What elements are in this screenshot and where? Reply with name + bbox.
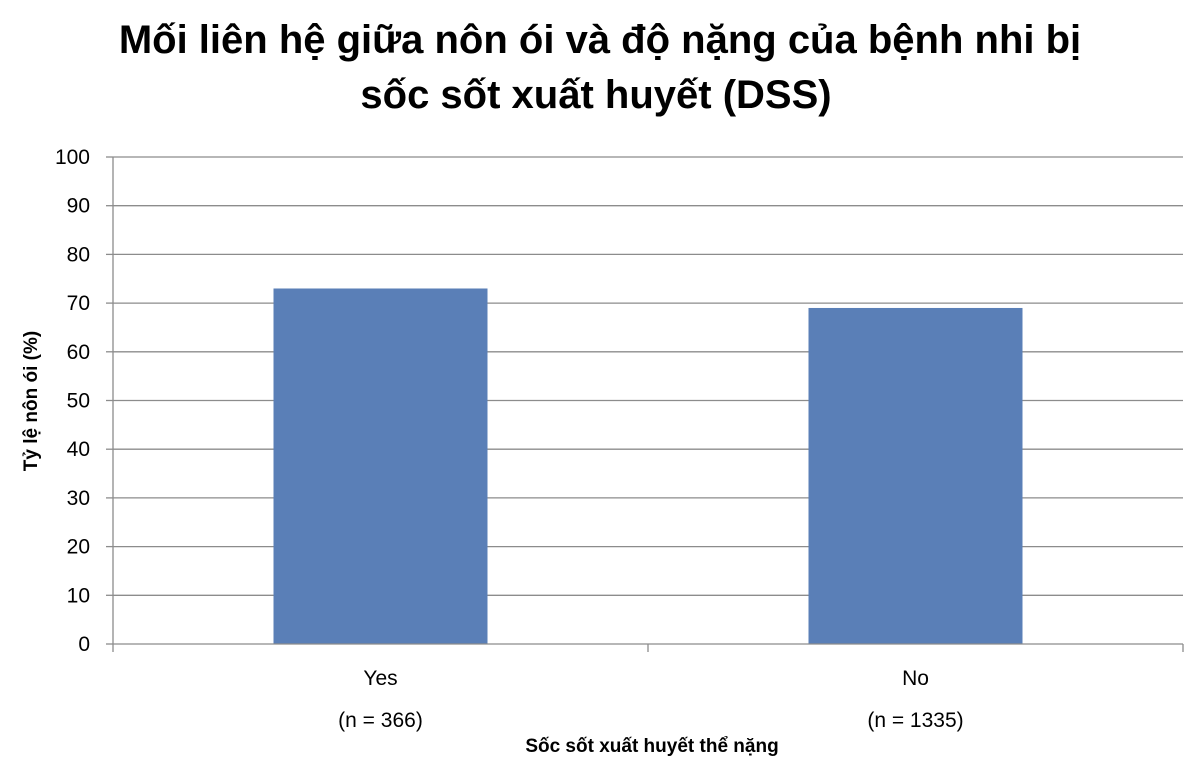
x-axis bbox=[112, 157, 1184, 652]
chart-title: Mối liên hệ giữa nôn ói và độ nặng của b… bbox=[119, 18, 1081, 117]
x-axis-labels: Yes (n = 366) No (n = 1335) bbox=[338, 667, 963, 732]
y-tick-label: 50 bbox=[67, 390, 90, 413]
y-axis-title: Tỷ lệ nôn ói (%) bbox=[21, 331, 42, 471]
chart-title-line-1: Mối liên hệ giữa nôn ói và độ nặng của b… bbox=[119, 18, 1081, 62]
x-category-sublabel: (n = 1335) bbox=[867, 709, 963, 732]
y-tick-label: 60 bbox=[67, 341, 90, 364]
y-tick-label: 10 bbox=[67, 584, 90, 607]
x-category-label: No bbox=[902, 667, 929, 690]
y-tick-label: 40 bbox=[67, 438, 90, 461]
y-tick-label: 30 bbox=[67, 487, 90, 510]
y-tick-label: 70 bbox=[67, 292, 90, 315]
y-tick-label: 0 bbox=[78, 633, 90, 656]
y-tick-label: 90 bbox=[67, 195, 90, 218]
y-axis-ticks: 0 10 20 30 40 50 60 70 80 90 100 bbox=[55, 146, 113, 656]
bar-yes bbox=[273, 288, 488, 644]
x-category-sublabel: (n = 366) bbox=[338, 709, 423, 732]
x-category-label: Yes bbox=[363, 667, 397, 690]
chart-title-line-2: sốc sốt xuất huyết (DSS) bbox=[360, 73, 831, 117]
y-tick-label: 100 bbox=[55, 146, 90, 169]
y-tick-label: 20 bbox=[67, 536, 90, 559]
bars bbox=[273, 288, 1023, 644]
y-tick-label: 80 bbox=[67, 243, 90, 266]
x-axis-title: Sốc sốt xuất huyết thể nặng bbox=[525, 736, 778, 757]
bar-no bbox=[808, 307, 1023, 644]
